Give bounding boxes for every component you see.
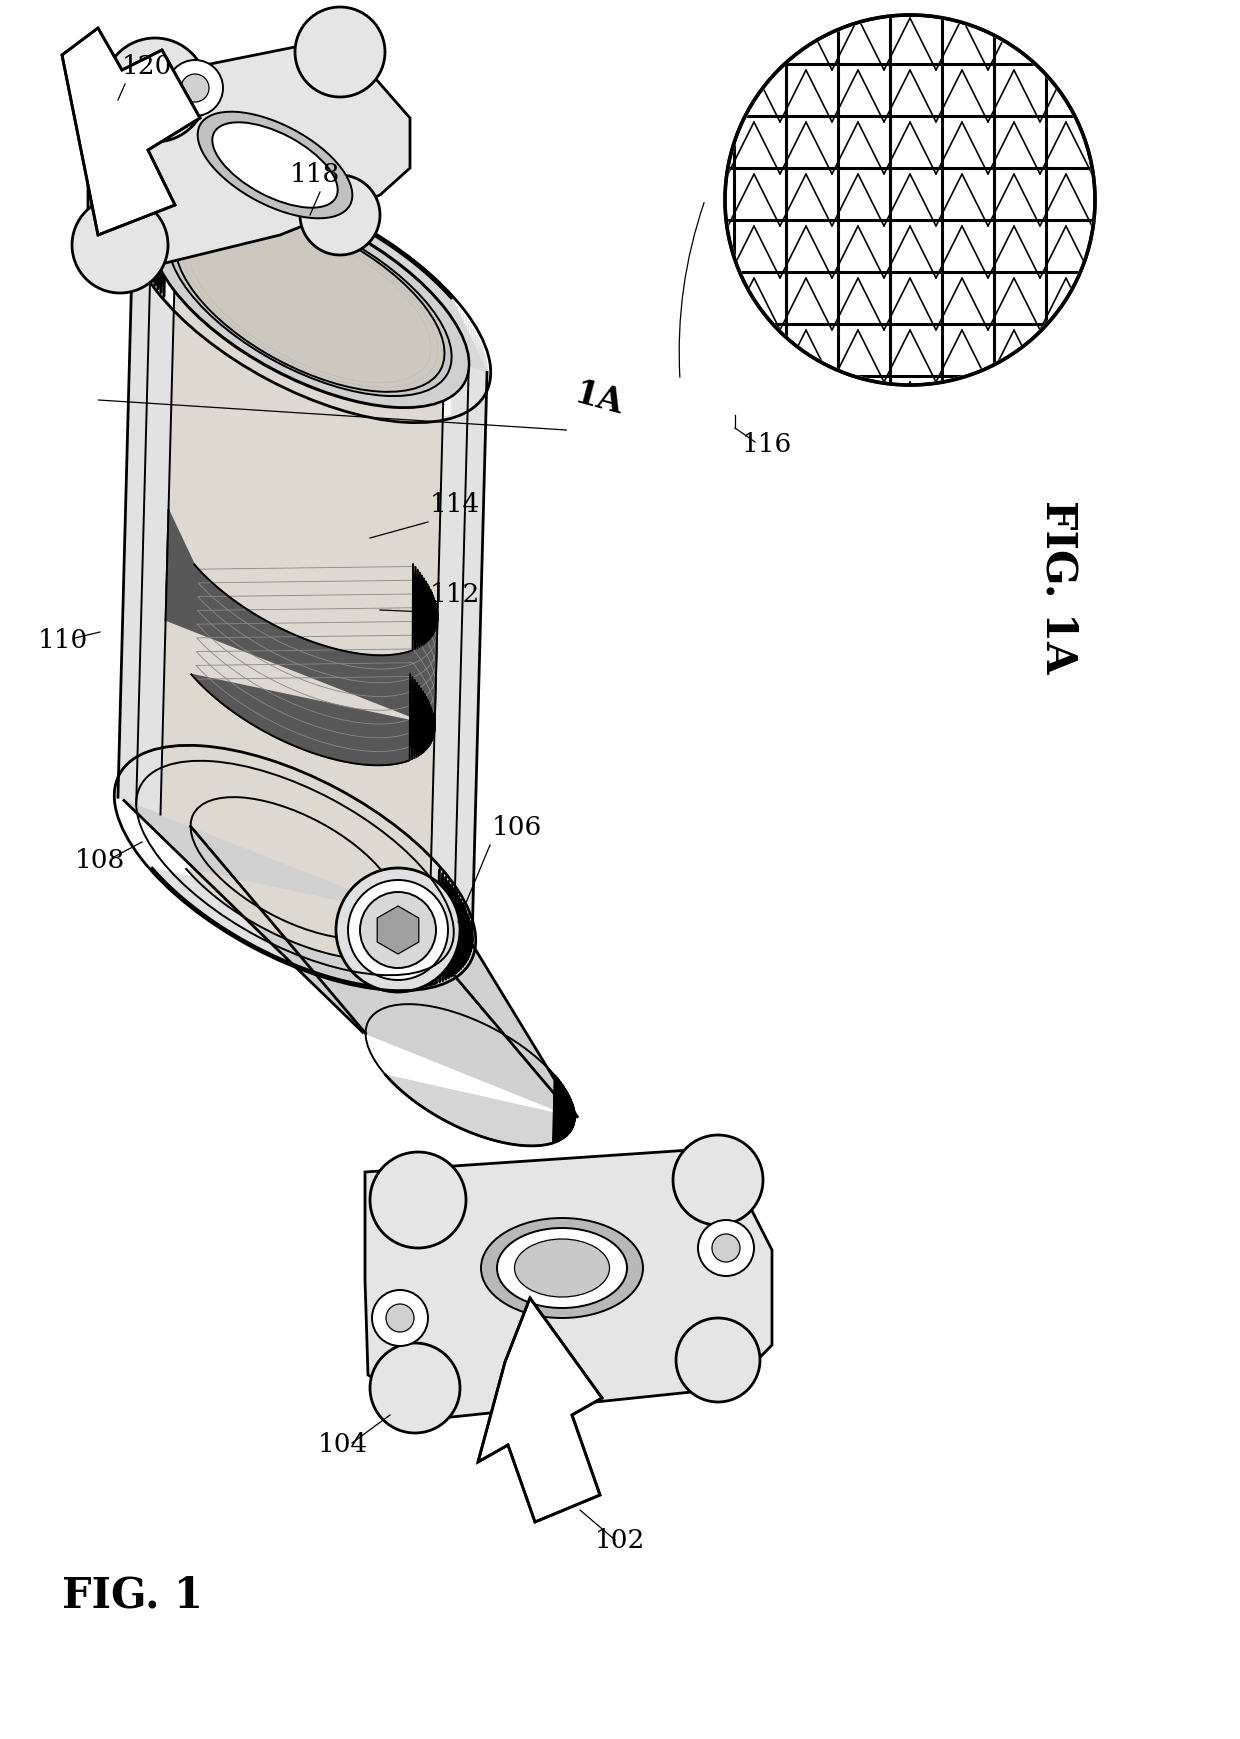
Ellipse shape xyxy=(176,209,444,391)
Text: FIG. 1: FIG. 1 xyxy=(62,1576,203,1617)
Ellipse shape xyxy=(150,191,470,409)
Ellipse shape xyxy=(169,203,451,396)
Circle shape xyxy=(300,176,379,256)
Text: 116: 116 xyxy=(742,431,792,457)
Circle shape xyxy=(370,1151,466,1249)
Polygon shape xyxy=(160,247,444,960)
Polygon shape xyxy=(133,179,487,372)
Text: 1A: 1A xyxy=(572,377,627,423)
Polygon shape xyxy=(118,230,487,988)
Text: 104: 104 xyxy=(317,1431,368,1457)
Polygon shape xyxy=(365,1148,773,1417)
Circle shape xyxy=(348,880,448,981)
Ellipse shape xyxy=(212,122,337,207)
Ellipse shape xyxy=(197,111,352,219)
Circle shape xyxy=(72,197,167,292)
Circle shape xyxy=(336,868,460,991)
Polygon shape xyxy=(377,906,419,955)
Ellipse shape xyxy=(186,216,434,384)
Circle shape xyxy=(167,61,223,117)
Polygon shape xyxy=(62,28,200,235)
Circle shape xyxy=(295,7,384,97)
Text: 108: 108 xyxy=(74,849,125,873)
Circle shape xyxy=(386,1304,414,1332)
Ellipse shape xyxy=(725,16,1095,384)
Polygon shape xyxy=(124,800,577,1116)
Circle shape xyxy=(673,1136,763,1224)
Ellipse shape xyxy=(497,1228,627,1308)
Text: 106: 106 xyxy=(492,816,542,840)
Text: 118: 118 xyxy=(290,162,340,188)
Polygon shape xyxy=(477,1297,601,1522)
Circle shape xyxy=(712,1235,740,1263)
Text: 102: 102 xyxy=(595,1529,645,1553)
Text: 112: 112 xyxy=(430,583,480,607)
Polygon shape xyxy=(166,510,438,765)
Text: 120: 120 xyxy=(122,54,172,78)
Polygon shape xyxy=(191,826,574,1146)
Ellipse shape xyxy=(515,1238,610,1297)
Text: 110: 110 xyxy=(38,628,88,654)
Circle shape xyxy=(360,892,436,969)
Circle shape xyxy=(103,38,207,143)
Text: FIG. 1A: FIG. 1A xyxy=(1038,501,1080,673)
Circle shape xyxy=(370,1343,460,1433)
Circle shape xyxy=(372,1290,428,1346)
Text: 114: 114 xyxy=(430,492,480,516)
Circle shape xyxy=(181,75,210,103)
Circle shape xyxy=(676,1318,760,1402)
Ellipse shape xyxy=(481,1217,644,1318)
Polygon shape xyxy=(88,38,410,268)
Circle shape xyxy=(698,1221,754,1276)
